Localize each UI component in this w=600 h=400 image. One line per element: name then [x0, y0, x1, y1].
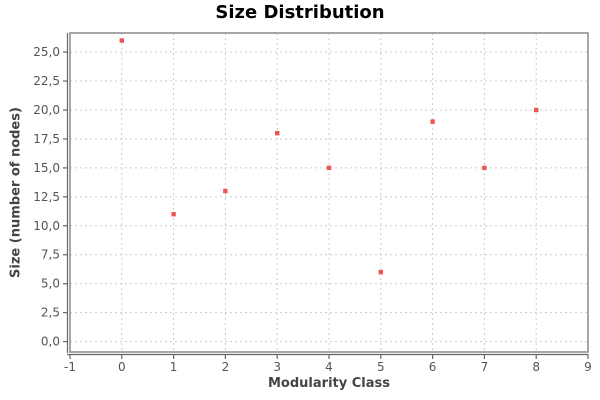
data-point	[430, 119, 435, 124]
data-point	[119, 38, 124, 43]
data-point	[534, 107, 539, 113]
x-tick-label: 9	[584, 360, 592, 374]
x-tick-label: 4	[325, 360, 333, 374]
x-tick-label: -1	[64, 360, 76, 374]
data-point	[223, 188, 228, 194]
y-tick-label: 7,5	[41, 248, 60, 262]
y-tick-label: 0,0	[41, 335, 60, 349]
data-point	[378, 269, 383, 275]
y-tick-label: 15,0	[33, 161, 60, 175]
y-tick-label: 2,5	[41, 306, 60, 320]
x-tick-label: 5	[377, 360, 385, 374]
x-tick-label: 8	[532, 360, 540, 374]
data-point	[171, 212, 176, 217]
y-tick-label: 20,0	[33, 103, 60, 117]
x-tick-label: 2	[222, 360, 230, 374]
chart-title: Size Distribution	[215, 2, 385, 23]
x-axis-label: Modularity Class	[268, 376, 390, 391]
y-tick-label: 5,0	[41, 277, 60, 291]
x-tick-label: 3	[273, 360, 281, 374]
x-tick-label: 0	[118, 360, 126, 374]
y-tick-label: 22,5	[33, 74, 60, 88]
x-tick-label: 1	[170, 360, 178, 374]
plot-border	[69, 32, 589, 353]
data-point	[326, 165, 332, 171]
y-tick-label: 10,0	[33, 219, 60, 233]
y-tick-label: 25,0	[33, 45, 60, 59]
x-tick-label: 7	[481, 360, 489, 374]
data-point	[482, 165, 487, 171]
y-tick-label: 17,5	[33, 132, 60, 146]
x-tick-label: 6	[429, 360, 437, 374]
data-point	[275, 130, 280, 136]
y-tick-label: 12,5	[33, 190, 60, 204]
